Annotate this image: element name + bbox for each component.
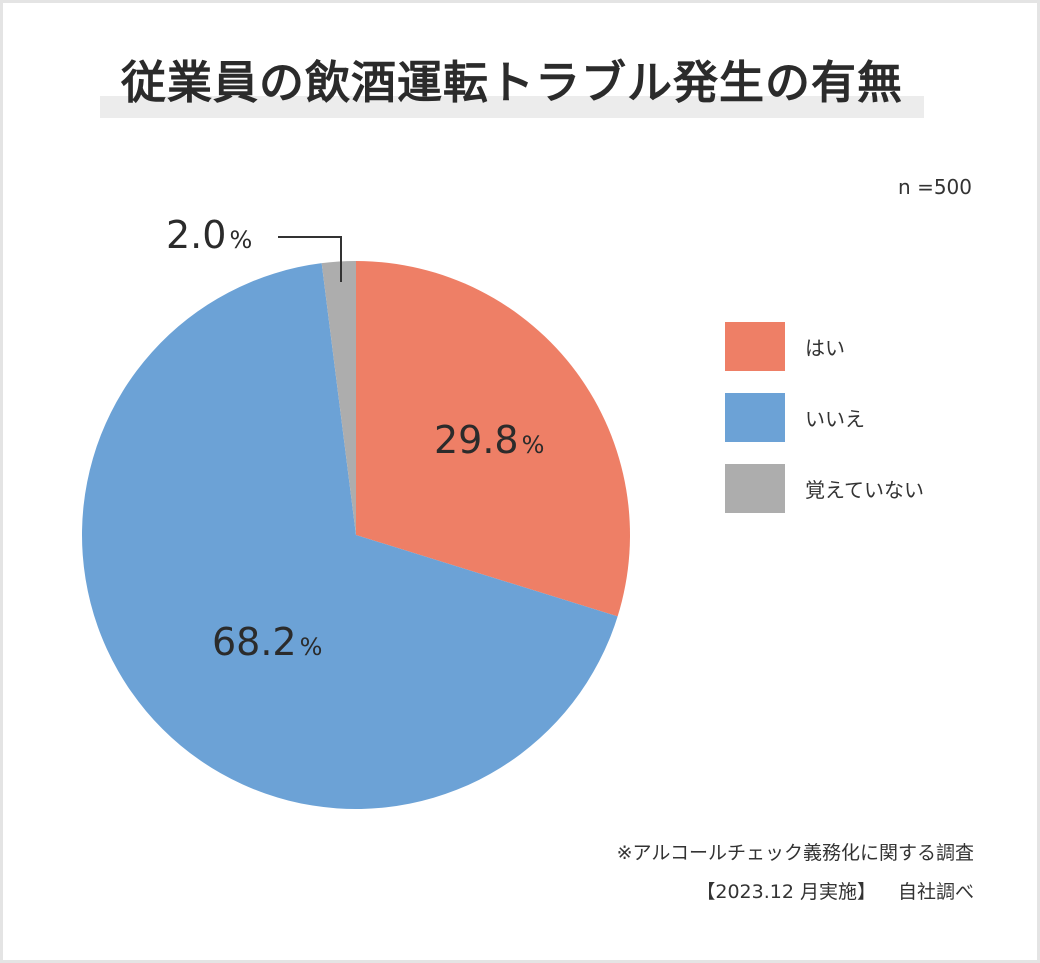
chart-title: 従業員の飲酒運転トラブル発生の有無 xyxy=(120,56,903,109)
pie-slice-yes xyxy=(356,261,630,617)
chart-legend: はい いいえ 覚えていない xyxy=(725,322,924,535)
leader-line-dont-remember xyxy=(278,236,342,282)
legend-item-dont-remember: 覚えていない xyxy=(725,464,924,513)
sample-size-label: n =500 xyxy=(898,175,972,199)
legend-item-yes: はい xyxy=(725,322,924,371)
data-label-no: 68.2% xyxy=(212,620,322,664)
title-highlight-band xyxy=(100,96,924,118)
survey-period-source: 【2023.12 月実施】 自社調べ xyxy=(696,877,974,904)
pie-slice-no xyxy=(82,263,618,809)
legend-swatch-yes xyxy=(725,322,785,371)
survey-note: ※アルコールチェック義務化に関する調査 xyxy=(616,842,974,864)
data-label-dont-remember: 2.0% xyxy=(166,213,252,257)
survey-source: 自社調べ xyxy=(897,881,974,903)
legend-swatch-no xyxy=(725,393,785,442)
legend-label-yes: はい xyxy=(805,336,845,360)
pie-slice-dont-remember xyxy=(321,261,356,535)
data-label-yes: 29.8% xyxy=(434,418,544,462)
legend-swatch-dont-remember xyxy=(725,464,785,513)
survey-period: 【2023.12 月実施】 xyxy=(696,881,876,903)
legend-label-dont-remember: 覚えていない xyxy=(805,478,924,502)
legend-label-no: いいえ xyxy=(805,407,865,431)
chart-title-block: 従業員の飲酒運転トラブル発生の有無 xyxy=(100,52,924,120)
legend-item-no: いいえ xyxy=(725,393,924,442)
